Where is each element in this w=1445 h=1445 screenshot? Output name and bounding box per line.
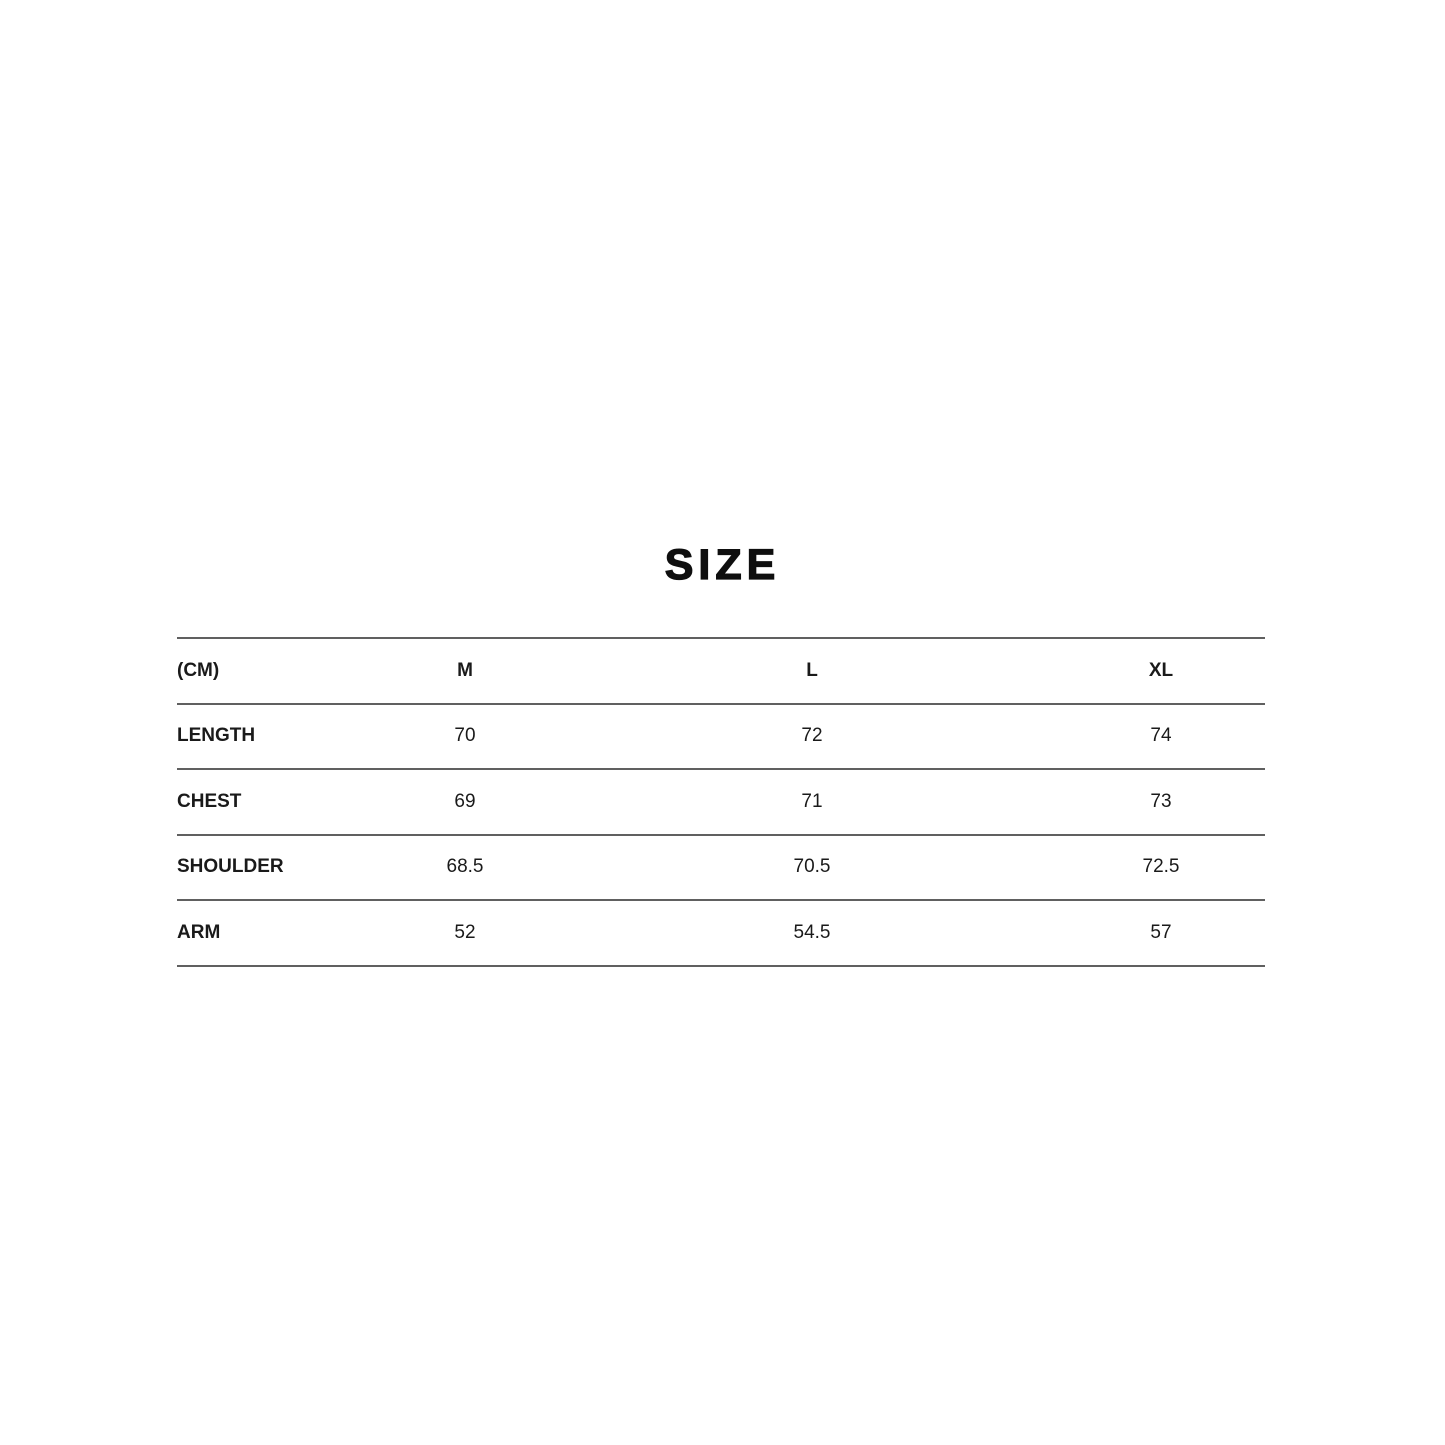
cell-arm-m: 52 [454, 921, 476, 943]
column-header-l: L [806, 659, 818, 681]
table-row-chest: CHEST 69 71 73 [177, 769, 1265, 835]
cell-arm-l: 54.5 [793, 921, 831, 943]
cell-length-m: 70 [454, 725, 476, 747]
cell-chest-l: 71 [801, 790, 823, 812]
table-row-length: LENGTH 70 72 74 [177, 704, 1265, 769]
row-label-chest: CHEST [177, 790, 242, 812]
unit-label: (CM) [177, 659, 220, 681]
table-header-row: (CM) M L XL [177, 638, 1265, 704]
table-row-shoulder: SHOULDER 68.5 70.5 72.5 [177, 835, 1265, 900]
cell-length-xl: 74 [1150, 725, 1172, 747]
cell-arm-xl: 57 [1150, 921, 1172, 943]
row-label-shoulder: SHOULDER [177, 856, 284, 878]
row-label-length: LENGTH [177, 725, 256, 747]
row-label-arm: ARM [177, 921, 221, 943]
size-table: (CM) M L XL LENGTH 70 72 74 CHEST 69 71 … [177, 637, 1265, 967]
column-header-m: M [457, 659, 473, 681]
cell-length-l: 72 [801, 725, 823, 747]
cell-chest-m: 69 [454, 790, 476, 812]
cell-shoulder-m: 68.5 [446, 856, 484, 878]
cell-shoulder-l: 70.5 [793, 856, 831, 878]
page-title: SIZE [664, 541, 781, 589]
table-row-arm: ARM 52 54.5 57 [177, 900, 1265, 966]
cell-chest-xl: 73 [1150, 790, 1172, 812]
cell-shoulder-xl: 72.5 [1142, 856, 1180, 878]
column-header-xl: XL [1148, 659, 1174, 681]
